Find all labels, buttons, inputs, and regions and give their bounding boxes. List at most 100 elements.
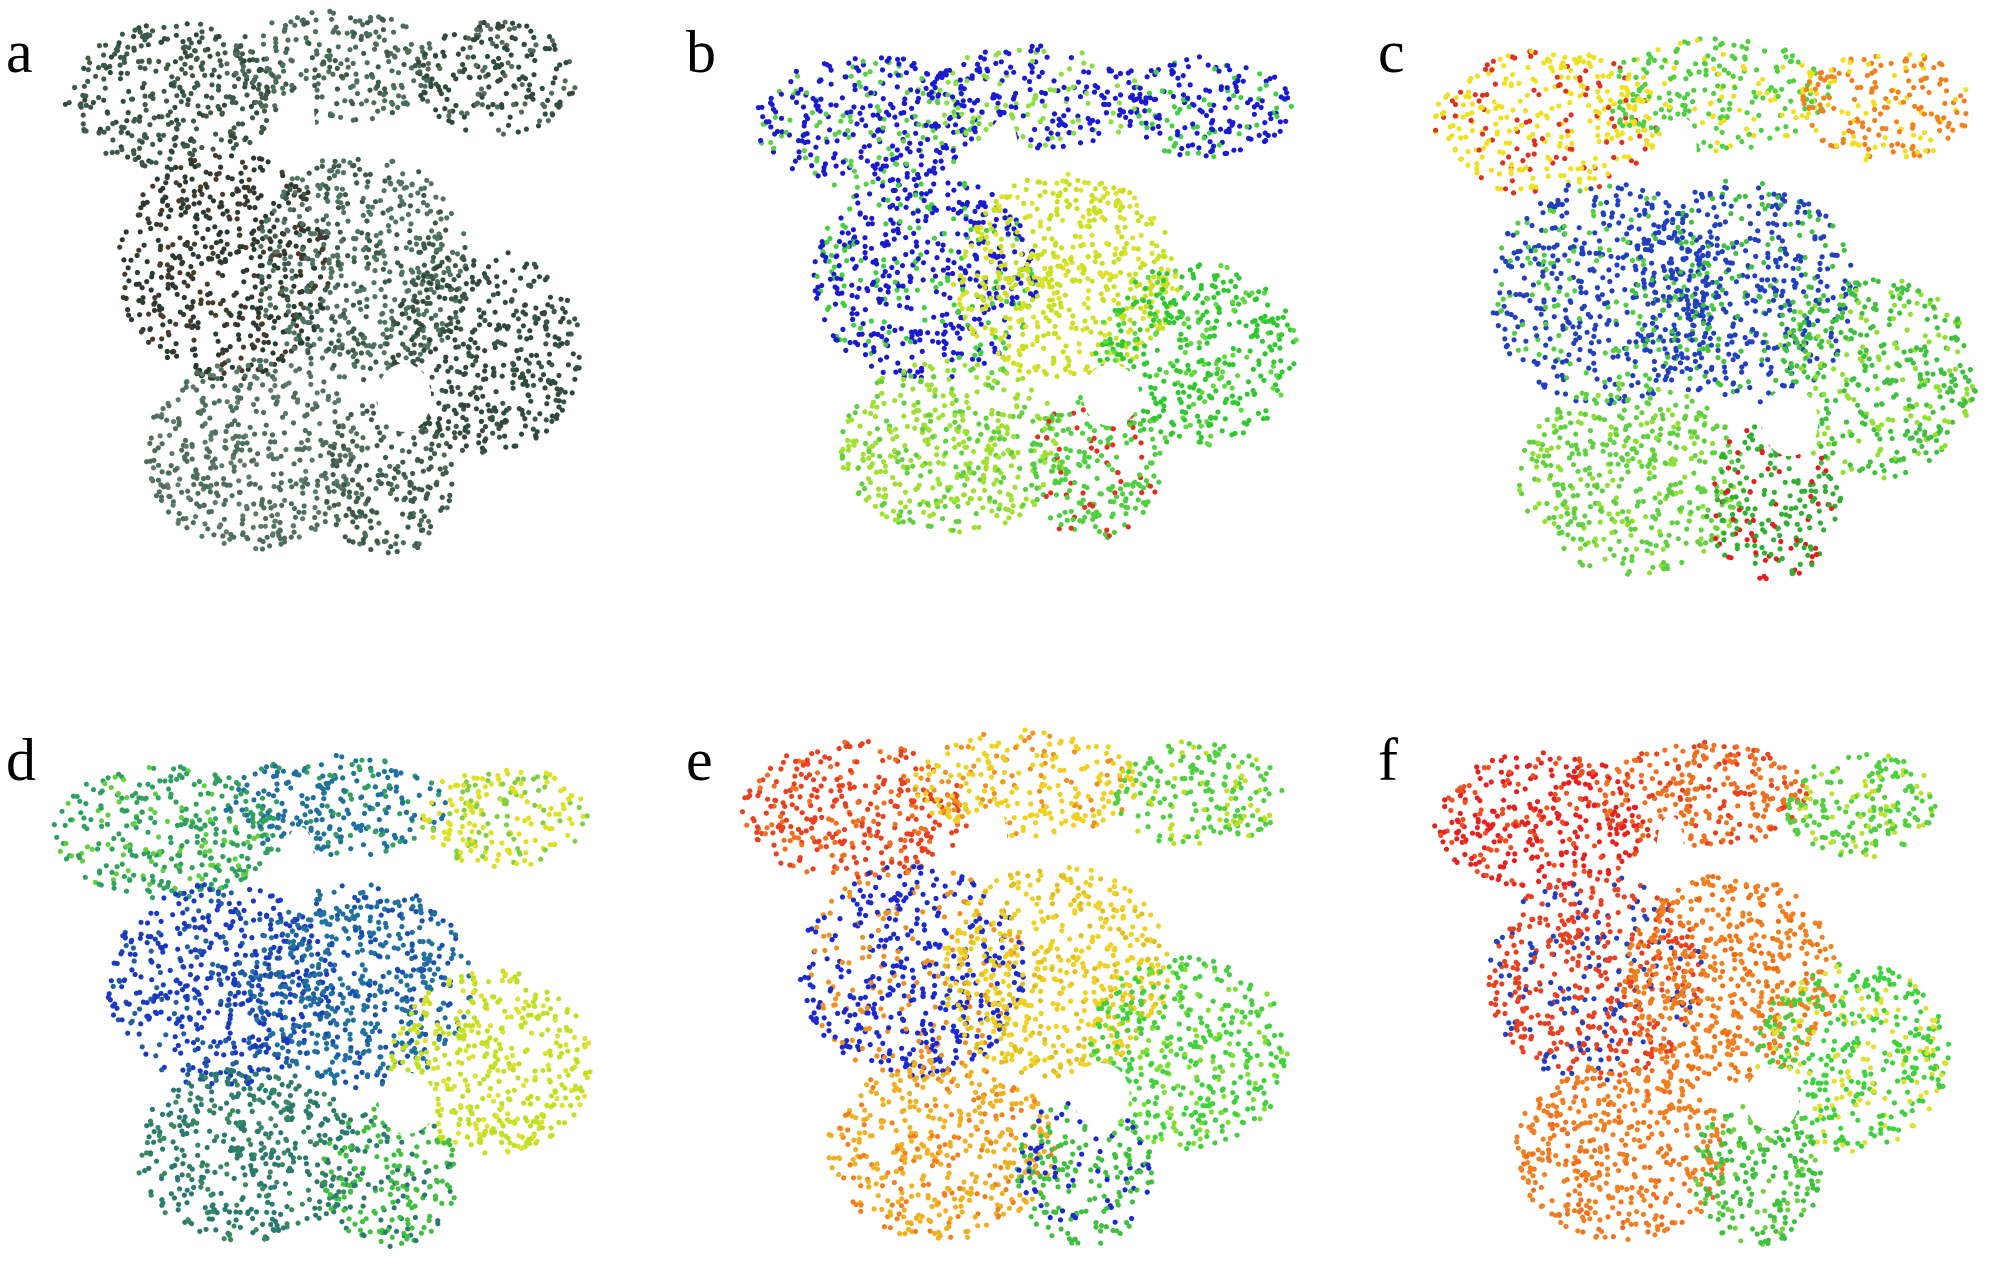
point xyxy=(293,481,299,487)
point xyxy=(322,511,328,517)
point xyxy=(1228,278,1234,284)
point xyxy=(341,374,348,380)
point xyxy=(995,270,1001,276)
point xyxy=(442,84,448,90)
point xyxy=(525,368,532,374)
point xyxy=(1249,290,1255,296)
point xyxy=(201,483,207,489)
point xyxy=(138,329,144,335)
point xyxy=(976,114,982,120)
point xyxy=(1237,147,1243,153)
point xyxy=(854,184,861,190)
point xyxy=(319,229,325,235)
point xyxy=(1070,244,1076,250)
point xyxy=(961,103,967,109)
point xyxy=(225,423,231,429)
point xyxy=(947,295,953,301)
point xyxy=(1277,119,1283,125)
point xyxy=(1099,214,1105,220)
point xyxy=(96,130,102,136)
point xyxy=(220,272,226,279)
point xyxy=(1142,108,1148,114)
point xyxy=(1226,126,1232,132)
point xyxy=(1057,136,1063,142)
point xyxy=(278,480,284,486)
point xyxy=(821,168,827,174)
point xyxy=(434,285,441,291)
point xyxy=(211,67,217,73)
point xyxy=(345,64,351,70)
point xyxy=(795,73,801,79)
point xyxy=(276,203,282,209)
point xyxy=(384,327,390,333)
point xyxy=(126,88,132,95)
point xyxy=(509,63,515,70)
point xyxy=(1149,250,1155,256)
point xyxy=(222,322,228,329)
point xyxy=(1049,277,1055,283)
point xyxy=(331,445,337,451)
point xyxy=(188,273,194,280)
point xyxy=(314,403,320,409)
point xyxy=(428,181,434,187)
point xyxy=(432,53,439,59)
point xyxy=(354,79,360,85)
point xyxy=(231,292,237,298)
point xyxy=(930,267,936,273)
point xyxy=(812,259,818,265)
point xyxy=(996,294,1002,300)
point xyxy=(937,87,943,93)
point xyxy=(251,357,257,363)
point xyxy=(173,164,179,170)
point xyxy=(473,385,479,391)
point xyxy=(1137,327,1143,333)
point xyxy=(1019,273,1025,279)
point xyxy=(331,488,337,494)
point xyxy=(384,162,390,168)
point xyxy=(978,236,984,242)
point xyxy=(839,230,845,236)
point xyxy=(383,424,389,430)
point xyxy=(1006,343,1012,349)
point xyxy=(824,239,830,245)
point xyxy=(459,447,466,453)
point xyxy=(904,117,910,123)
point xyxy=(151,414,157,420)
point xyxy=(1135,218,1141,224)
point xyxy=(1283,118,1289,124)
point xyxy=(243,135,249,141)
point xyxy=(242,34,248,40)
point xyxy=(304,184,310,190)
point xyxy=(850,227,857,233)
point xyxy=(210,383,216,389)
point xyxy=(395,352,402,358)
point xyxy=(1244,124,1250,130)
point xyxy=(122,285,128,291)
point xyxy=(1028,280,1035,286)
point xyxy=(395,260,401,266)
point xyxy=(576,354,582,360)
point xyxy=(461,402,467,409)
point xyxy=(266,260,273,266)
point xyxy=(335,44,341,50)
point xyxy=(1196,54,1202,60)
point xyxy=(959,111,965,117)
point xyxy=(80,92,86,98)
point xyxy=(441,53,447,59)
point xyxy=(857,325,864,331)
point xyxy=(419,44,425,51)
point xyxy=(334,221,341,227)
point xyxy=(473,62,479,68)
point xyxy=(950,281,957,288)
point xyxy=(968,227,974,233)
point xyxy=(868,129,874,136)
point xyxy=(915,95,922,101)
point xyxy=(993,216,999,223)
point xyxy=(447,492,453,498)
point xyxy=(432,346,439,352)
point xyxy=(976,120,982,127)
point xyxy=(158,222,164,228)
point xyxy=(1194,124,1200,130)
point xyxy=(165,112,171,118)
point xyxy=(1136,113,1142,119)
